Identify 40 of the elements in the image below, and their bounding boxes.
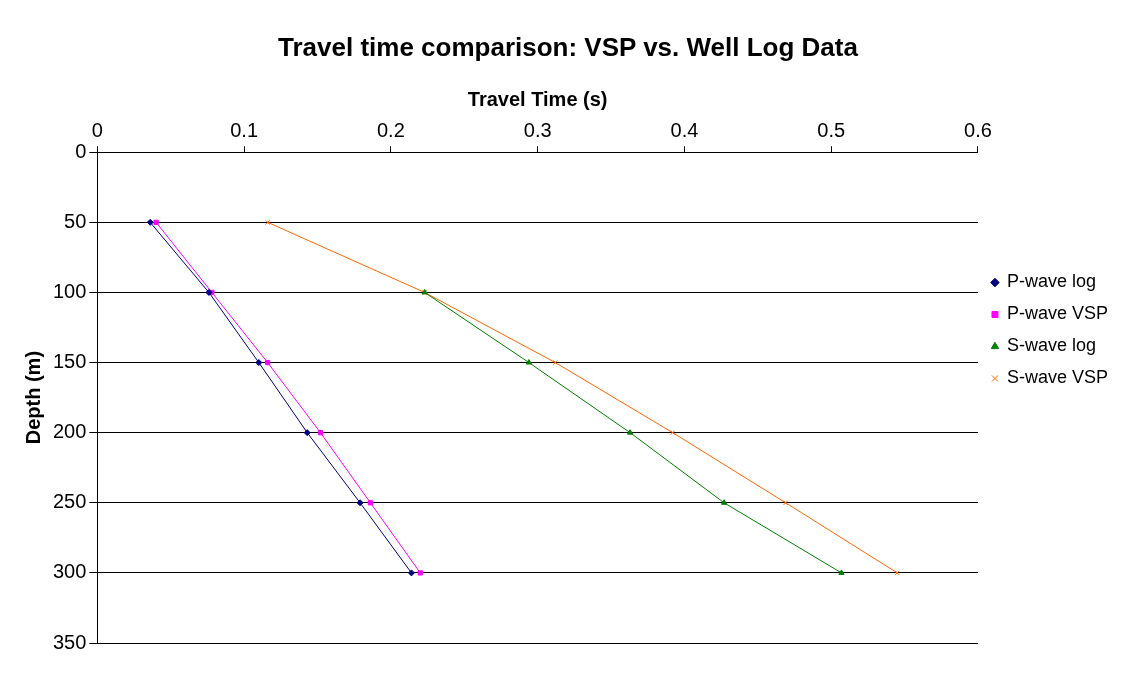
- x-tick-label: 0.5: [817, 118, 846, 141]
- y-axis-title: Depth (m): [21, 350, 44, 445]
- x-axis-title: Travel Time (s): [467, 87, 608, 110]
- point: [153, 219, 159, 225]
- point: [525, 359, 532, 365]
- point: [838, 569, 845, 575]
- point: [255, 359, 263, 367]
- point: [367, 500, 373, 506]
- x-tick-label: 0.3: [523, 118, 552, 141]
- point: [303, 429, 311, 437]
- point: [627, 429, 634, 435]
- point: [670, 430, 676, 436]
- point: [205, 288, 213, 296]
- point: [783, 500, 789, 506]
- y-tick-label: 150: [52, 350, 87, 373]
- y-tick-label: 350: [52, 630, 87, 653]
- legend-label: P-wave log: [1006, 271, 1097, 292]
- point: [356, 499, 364, 507]
- point: [407, 569, 415, 577]
- point: [417, 570, 423, 576]
- x-tick-label: 0.1: [230, 118, 259, 141]
- legend-label: P-wave VSP: [1006, 303, 1109, 324]
- point: [552, 359, 558, 366]
- legend-label: S-wave VSP: [1006, 367, 1109, 388]
- y-tick-label: 300: [52, 560, 87, 583]
- y-tick-label: 250: [52, 490, 87, 513]
- x-tick-label: 0.4: [670, 118, 699, 141]
- point: [146, 218, 154, 226]
- x-tick-label: 0.2: [376, 118, 405, 141]
- chart-title: Travel time comparison: VSP vs. Well Log Data: [278, 31, 859, 62]
- x-tick-label: 0.6: [964, 118, 992, 141]
- y-tick-label: 200: [52, 420, 87, 443]
- point: [720, 499, 728, 505]
- point: [265, 359, 271, 366]
- y-tick-label: 0: [75, 139, 87, 162]
- x-tick-label: 0: [91, 118, 103, 141]
- legend-label: S-wave log: [1006, 335, 1097, 356]
- point: [317, 430, 324, 436]
- y-tick-label: 100: [52, 279, 87, 302]
- y-tick-label: 50: [64, 209, 87, 232]
